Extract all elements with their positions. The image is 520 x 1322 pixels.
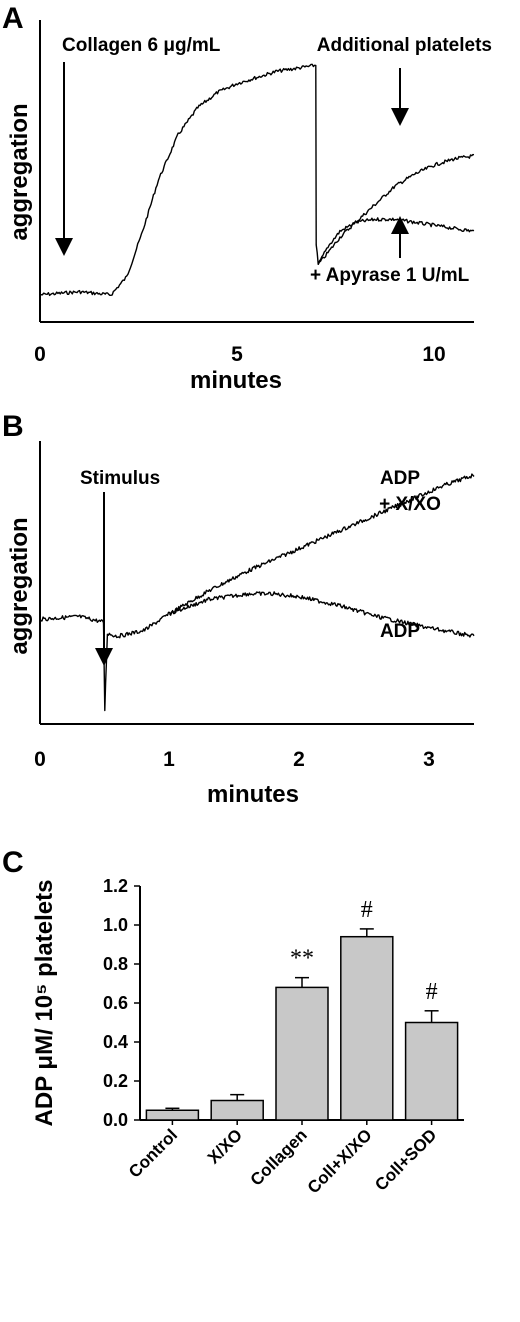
panel-b-adp-xxo-label-1: ADP [380, 468, 420, 489]
apyrase-arrow-head [391, 216, 409, 234]
y-tick-label: 1.0 [103, 915, 128, 935]
panel-a-tick-5: 5 [231, 343, 243, 366]
collagen-arrow-head [55, 238, 73, 256]
panel-a-x-ticks: 0 5 10 [34, 343, 446, 366]
panel-b-tick-3: 3 [423, 748, 435, 771]
category-label-3: Coll+X/XO [304, 1125, 376, 1197]
panel-b-y-label: aggregation [6, 517, 33, 654]
panel-c-bars: Control X/XO ** Collagen # Coll+X/XO # Coll+SOD [125, 897, 459, 1197]
bar-3 [340, 935, 394, 1121]
panel-a-letter: A [2, 2, 24, 35]
panel-b-tick-2: 2 [293, 748, 305, 771]
y-tick-label: 0.4 [103, 1032, 128, 1052]
panel-b-adp-xxo-label-2: + X/XO [379, 494, 441, 515]
panel-c: C 0.0 0.2 0.4 0.6 0.8 1.0 1.2 ADP μM/ 10⁵ plat… [2, 846, 464, 1197]
category-label-0: Control [125, 1125, 181, 1181]
y-tick-label: 0.6 [103, 993, 128, 1013]
panel-b-tick-0: 0 [34, 748, 46, 771]
significance-label-4: # [426, 979, 438, 1005]
panel-c-y-ticks: 0.0 0.2 0.4 0.6 0.8 1.0 1.2 [103, 876, 140, 1130]
panel-a-y-label: aggregation [6, 103, 33, 240]
panel-c-letter: C [2, 846, 24, 879]
panel-a-traces [39, 63, 475, 297]
significance-label-3: # [361, 897, 373, 923]
panel-a-tick-10: 10 [422, 343, 445, 366]
panel-b-x-label: minutes [207, 781, 299, 808]
trace-series-0 [39, 473, 475, 712]
panel-a-tick-0: 0 [34, 343, 46, 366]
panel-b-traces [39, 473, 475, 712]
category-label-1: X/XO [204, 1125, 246, 1167]
y-tick-label: 1.2 [103, 876, 128, 896]
panel-b-letter: B [2, 410, 24, 443]
bar-1 [210, 1099, 264, 1121]
panel-a-collagen-label: Collagen 6 μg/mL [62, 35, 221, 56]
panel-a: A 0 5 10 minutes aggregation Collagen 6 … [2, 2, 492, 394]
category-label-2: Collagen [247, 1125, 311, 1189]
stimulus-arrow-head [95, 648, 113, 666]
bar-4 [404, 1021, 459, 1121]
panel-b-adp-label: ADP [380, 621, 420, 642]
bar-0 [145, 1109, 200, 1121]
additional-arrow-head [391, 108, 409, 126]
y-tick-label: 0.2 [103, 1071, 128, 1091]
trace-series-1 [169, 591, 475, 638]
panel-a-apyrase-label: + Apyrase 1 U/mL [310, 265, 470, 286]
panel-c-y-label: ADP μM/ 10⁵ platelets [31, 880, 58, 1127]
category-label-4: Coll+SOD [371, 1125, 440, 1194]
panel-b-tick-1: 1 [163, 748, 175, 771]
panel-b-stimulus-label: Stimulus [80, 468, 160, 489]
trace-series-0 [39, 63, 475, 297]
significance-label-2: ** [290, 946, 314, 972]
panel-a-x-label: minutes [190, 367, 282, 394]
trace-series-1 [317, 217, 475, 265]
y-tick-label: 0.8 [103, 954, 128, 974]
y-tick-label: 0.0 [103, 1110, 128, 1130]
panel-a-additional-label: Additional platelets [317, 35, 492, 56]
panel-b: B 0 1 2 3 minutes aggregation Stimulus A… [2, 410, 475, 808]
bar-2 [275, 986, 329, 1121]
